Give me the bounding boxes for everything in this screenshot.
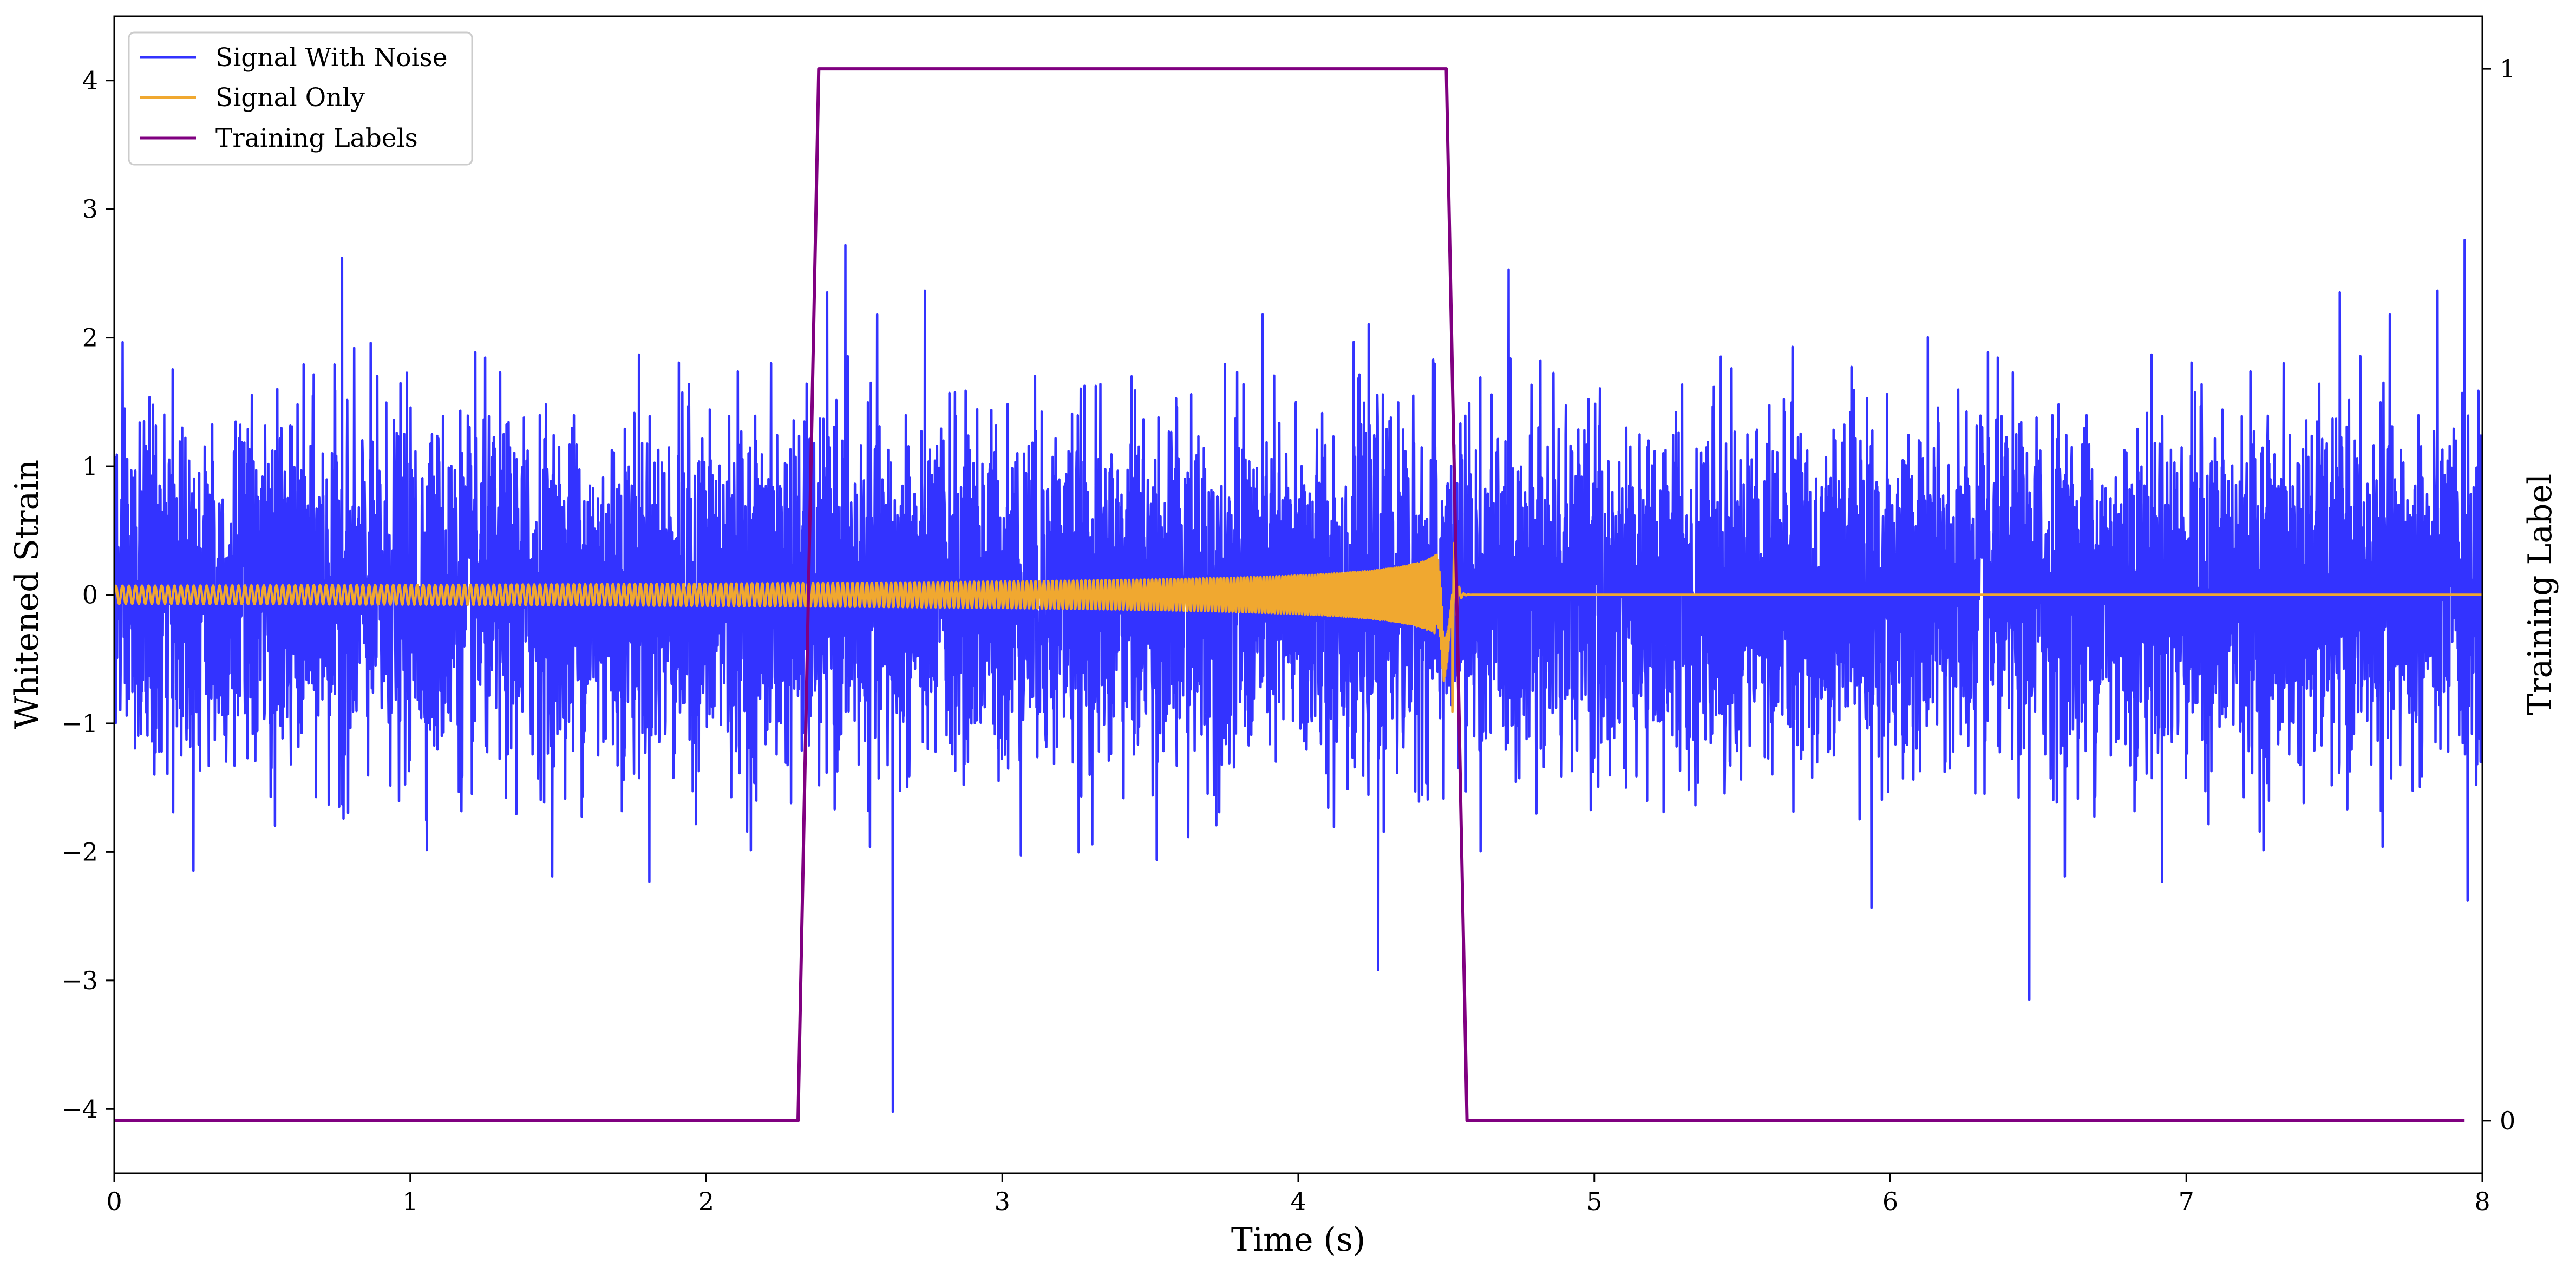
- legend-label-signal-only: Signal Only: [215, 83, 365, 113]
- x-tick-label: 0: [106, 1187, 122, 1216]
- y2-tick-label: 1: [2500, 54, 2515, 83]
- series-line-training-labels: [114, 67, 2465, 1122]
- y-axis-right: 01: [2482, 54, 2515, 1135]
- x-tick-label: 2: [698, 1187, 714, 1216]
- y2-tick-label: 0: [2500, 1106, 2515, 1135]
- legend: Signal With Noise Signal Only Training L…: [128, 31, 473, 166]
- series-line-signal-only: [114, 541, 2482, 713]
- y-tick-label: 0: [82, 580, 98, 610]
- y2-axis-title: Training Label: [2521, 474, 2559, 715]
- y-tick-label: 1: [82, 452, 98, 481]
- y-tick-label: 4: [82, 66, 98, 95]
- y-tick-label: 2: [82, 323, 98, 352]
- x-tick-label: 4: [1290, 1187, 1306, 1216]
- legend-label-signal-with-noise: Signal With Noise: [215, 43, 448, 73]
- x-tick-label: 5: [1586, 1187, 1602, 1216]
- y-tick-label: −2: [61, 837, 98, 866]
- x-tick-label: 3: [995, 1187, 1010, 1216]
- x-axis-title: Time (s): [1231, 1221, 1365, 1259]
- x-axis: 0 1 2 3 4 5 6 7 8: [106, 1173, 2490, 1216]
- legend-label-training-labels: Training Labels: [215, 123, 418, 153]
- legend-box: [128, 31, 473, 166]
- y-tick-label: −4: [61, 1094, 98, 1123]
- y-tick-label: −3: [61, 966, 98, 995]
- x-tick-label: 1: [402, 1187, 418, 1216]
- series-line-signal-with-noise: [114, 238, 2482, 1113]
- plot-area: [114, 67, 2482, 1122]
- y-tick-label: 3: [82, 194, 98, 224]
- x-tick-label: 7: [2179, 1187, 2194, 1216]
- x-tick-label: 6: [1882, 1187, 1898, 1216]
- y-axis-title: Whitened Strain: [8, 460, 46, 729]
- x-tick-label: 8: [2474, 1187, 2490, 1216]
- y-axis-left: −4 −3 −2 −1 0 1 2 3 4: [61, 66, 114, 1123]
- y-tick-label: −1: [61, 709, 98, 738]
